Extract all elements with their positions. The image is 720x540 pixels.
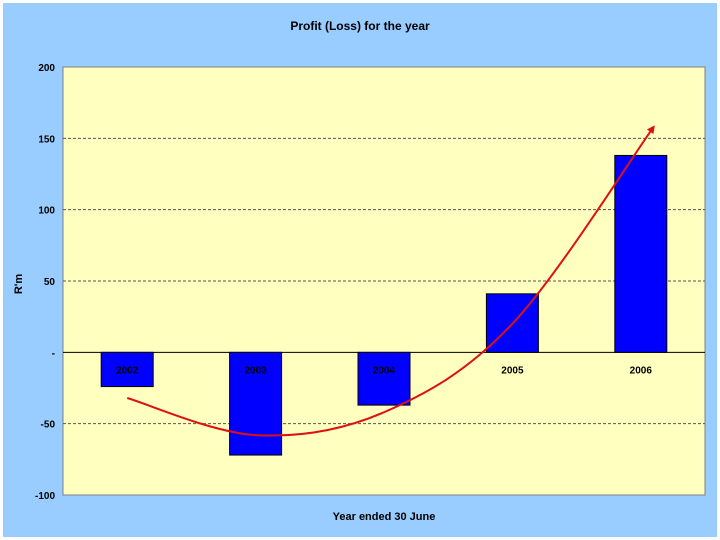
category-labels: 2002 2003 2004 2005 2006 <box>116 365 652 376</box>
chart-title: Profit (Loss) for the year <box>290 19 430 33</box>
category-label: 2005 <box>501 365 524 376</box>
category-label: 2006 <box>630 365 653 376</box>
y-tick-label: 100 <box>38 206 55 217</box>
bar-2002 <box>100 351 154 388</box>
category-label: 2003 <box>244 365 267 376</box>
y-tick-label: -100 <box>35 491 55 502</box>
trend-arrow <box>126 125 655 437</box>
trend-arrow-line <box>126 125 655 437</box>
chart-frame: 2002 2003 2004 2005 2006 200 150 100 50 - -50 -100… <box>3 3 717 537</box>
y-tick-label: -50 <box>41 420 56 431</box>
y-tick-label: 50 <box>44 277 56 288</box>
y-tick-label: 150 <box>38 134 55 145</box>
category-label: 2004 <box>373 365 396 376</box>
bar-2004 <box>357 351 411 406</box>
bar-2006 <box>614 154 668 353</box>
y-tick-label: - <box>52 348 55 359</box>
x-axis-title: Year ended 30 June <box>333 511 436 523</box>
y-tick-label: 200 <box>38 63 55 74</box>
y-axis-title: R'm <box>13 274 25 295</box>
category-label: 2002 <box>116 365 139 376</box>
chart-svg: 2002 2003 2004 2005 2006 200 150 100 50 - -50 -100… <box>13 19 706 523</box>
y-tick-labels: 200 150 100 50 - -50 -100 <box>35 63 55 502</box>
bar-2003 <box>229 351 283 456</box>
